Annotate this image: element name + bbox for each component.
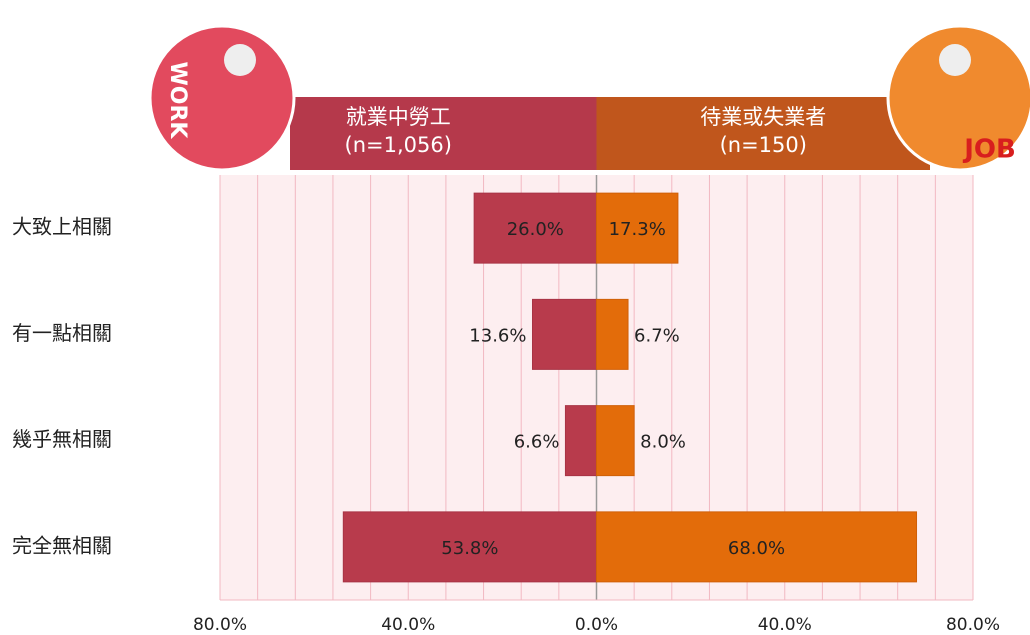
icon (886, 24, 1030, 172)
bar (564, 405, 597, 477)
bar (596, 298, 629, 370)
icon-figure (224, 44, 256, 76)
data-label: 17.3% (609, 219, 666, 240)
y-tick-label: 有一點相關 (12, 321, 112, 345)
icon-figure (939, 44, 971, 76)
icon (148, 24, 296, 172)
data-label: 6.7% (634, 325, 680, 346)
x-tick-label: 40.0% (758, 615, 812, 635)
bar (342, 511, 597, 583)
bar (531, 298, 597, 370)
bar (596, 511, 918, 583)
y-tick-label: 完全無相關 (12, 533, 112, 557)
icon-text: JOB (962, 135, 1016, 165)
data-label: 13.6% (469, 325, 526, 346)
data-label: 26.0% (507, 219, 564, 240)
x-tick-label: 80.0% (946, 615, 1000, 635)
bar (473, 192, 598, 264)
x-tick-label: 40.0% (381, 615, 435, 635)
data-label: 53.8% (441, 538, 498, 559)
legend-subtitle: (n=1,056) (345, 133, 452, 157)
bar (596, 405, 635, 477)
series-header (290, 97, 597, 170)
x-tick-label: 80.0% (193, 615, 247, 635)
data-label: 68.0% (728, 538, 785, 559)
series-header (596, 97, 930, 170)
legend-label: 待業或失業者 (700, 105, 826, 129)
legend-subtitle: (n=150) (720, 133, 807, 157)
data-label: 6.6% (514, 432, 560, 453)
bar (596, 192, 679, 264)
icon-text: WORK (165, 62, 190, 140)
x-tick-label: 0.0% (575, 615, 618, 635)
data-label: 8.0% (640, 432, 686, 453)
legend-label: 就業中勞工 (346, 105, 451, 129)
y-tick-label: 幾乎無相關 (12, 427, 112, 451)
y-tick-label: 大致上相關 (12, 215, 112, 239)
